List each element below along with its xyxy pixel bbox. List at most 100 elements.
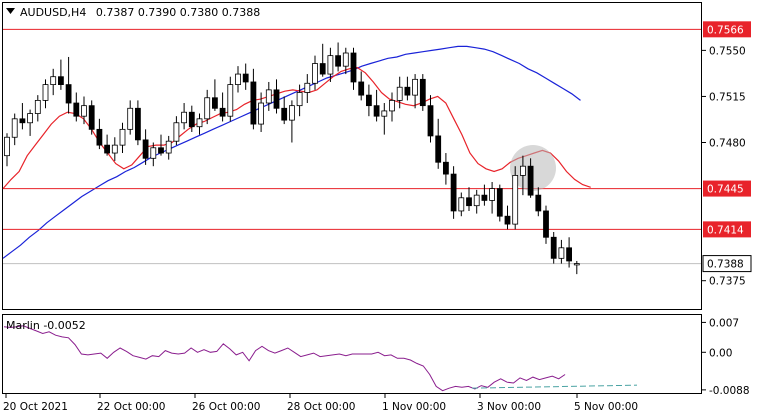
candle-bear bbox=[442, 161, 449, 175]
candle-bull bbox=[381, 110, 388, 117]
oscillator-line bbox=[3, 325, 566, 392]
candle-bear bbox=[134, 107, 141, 141]
osc-tick-label: 0.00 bbox=[709, 347, 732, 359]
candle-bear bbox=[281, 107, 288, 121]
axes: 0.7550 0.7515 0.7480 0.7375 20 Oct 2021 22 Oc… bbox=[3, 45, 750, 413]
price-tick-label: 0.7515 bbox=[709, 91, 746, 103]
candle-bull bbox=[389, 99, 395, 112]
candle-bull bbox=[473, 194, 480, 207]
candle-bear bbox=[104, 144, 110, 154]
candle-bear bbox=[450, 173, 457, 212]
candle-bear bbox=[543, 210, 549, 238]
current-price-label: 0.7388 bbox=[707, 259, 744, 271]
time-tick-label: 20 Oct 2021 bbox=[3, 401, 68, 413]
candle-bear bbox=[211, 97, 218, 109]
oscillator-panel bbox=[3, 325, 638, 392]
symbol-dropdown-icon[interactable] bbox=[6, 8, 15, 14]
candle-bull bbox=[258, 102, 265, 125]
candle-bull bbox=[573, 263, 580, 266]
candle-bull bbox=[235, 73, 241, 86]
candle-bear bbox=[188, 111, 195, 128]
candle-bull bbox=[181, 111, 188, 124]
time-tick-label: 22 Oct 00:00 bbox=[97, 401, 165, 413]
price-tick-label: 0.7480 bbox=[709, 138, 746, 150]
time-tick-label: 26 Oct 00:00 bbox=[192, 401, 260, 413]
candle-bull bbox=[512, 175, 519, 225]
candle-bull bbox=[304, 82, 311, 93]
candle-bear bbox=[550, 236, 557, 259]
candle-bull bbox=[173, 122, 180, 142]
candle-bull bbox=[288, 105, 295, 121]
candle-bear bbox=[273, 89, 280, 109]
time-tick-label: 1 Nov 00:00 bbox=[382, 401, 446, 413]
candle-bear bbox=[358, 81, 365, 96]
candle-bull bbox=[4, 136, 10, 157]
candle-bear bbox=[65, 84, 72, 104]
candle-bull bbox=[111, 144, 118, 154]
level-label-box bbox=[703, 180, 751, 197]
candle-bear bbox=[88, 105, 95, 130]
candle-bull bbox=[412, 78, 419, 96]
ma-blue-line bbox=[2, 45, 581, 259]
candle-bull bbox=[27, 113, 34, 124]
chart-title: AUDUSD,H4 bbox=[20, 6, 86, 19]
level-label: 0.7414 bbox=[707, 224, 744, 236]
osc-tick-label: 0.007 bbox=[709, 317, 739, 329]
oscillator-trendline bbox=[471, 384, 638, 389]
candle-bear bbox=[466, 197, 472, 207]
candle-bear bbox=[427, 105, 434, 137]
current-price-box bbox=[702, 255, 752, 273]
candle-bull bbox=[150, 147, 157, 159]
candle-bear bbox=[504, 215, 511, 225]
candle-bull bbox=[396, 86, 403, 101]
oscillator-label: Marlin -0.0052 bbox=[6, 319, 86, 332]
time-tick-label: 3 Nov 00:00 bbox=[477, 401, 541, 413]
candle-bull bbox=[127, 107, 134, 130]
time-tick-label: 28 Oct 00:00 bbox=[287, 401, 355, 413]
candle-bear bbox=[250, 81, 257, 125]
candle-bear bbox=[404, 86, 411, 96]
candle-bull bbox=[312, 63, 318, 84]
candle-bear bbox=[142, 139, 149, 159]
candle-bear bbox=[335, 55, 342, 67]
candle-bear bbox=[566, 247, 572, 262]
candle-bull bbox=[50, 76, 57, 85]
candle-bear bbox=[527, 165, 534, 196]
candle-bull bbox=[34, 99, 41, 114]
candle-bear bbox=[435, 135, 442, 163]
candle-bull bbox=[342, 52, 349, 67]
candle-bull bbox=[558, 247, 565, 259]
candle-bear bbox=[73, 102, 80, 117]
horizontal-levels: 0.7566 0.7445 0.7414 0.7388 bbox=[3, 21, 752, 273]
candle-bull bbox=[489, 188, 496, 201]
level-label: 0.7566 bbox=[707, 24, 744, 36]
price-tick-label: 0.7550 bbox=[709, 45, 746, 57]
candle-bear bbox=[419, 78, 426, 107]
time-tick-label: 5 Nov 00:00 bbox=[574, 401, 638, 413]
candle-bull bbox=[165, 140, 172, 154]
chart-header: AUDUSD,H4 0.7387 0.7390 0.7380 0.7388 bbox=[20, 6, 260, 19]
candle-bull bbox=[296, 92, 303, 107]
candle-bull bbox=[11, 118, 18, 138]
candle-bull bbox=[81, 105, 87, 117]
candle-bear bbox=[19, 118, 26, 124]
level-label-box bbox=[703, 221, 751, 238]
candle-bull bbox=[458, 197, 465, 212]
candle-bear bbox=[350, 52, 357, 83]
candle-bull bbox=[520, 165, 526, 176]
price-tick-label: 0.7375 bbox=[709, 276, 746, 288]
candle-bear bbox=[481, 194, 488, 201]
candle-bear bbox=[219, 107, 226, 117]
osc-tick-label: -0.0088 bbox=[709, 385, 750, 397]
candle-bear bbox=[242, 73, 249, 83]
candles bbox=[4, 42, 580, 275]
candle-bear bbox=[96, 128, 103, 146]
candle-bull bbox=[204, 97, 211, 120]
level-label: 0.7445 bbox=[707, 184, 744, 196]
candle-bear bbox=[535, 194, 542, 212]
candle-bear bbox=[496, 188, 503, 217]
candle-bull bbox=[196, 118, 203, 128]
level-label-box bbox=[703, 21, 751, 38]
candle-bull bbox=[265, 89, 272, 104]
